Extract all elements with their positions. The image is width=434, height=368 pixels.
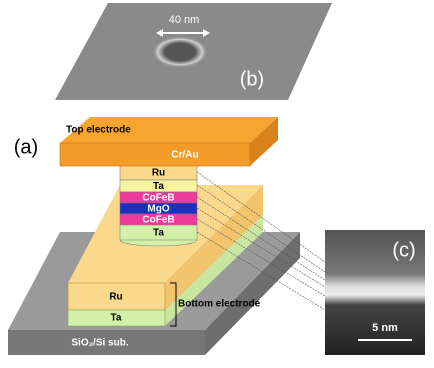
top-electrode-front bbox=[59, 142, 251, 167]
substrate-front bbox=[8, 330, 205, 355]
layer-label: Ta bbox=[111, 313, 122, 324]
bracket bbox=[170, 282, 177, 327]
panel-label: (c) bbox=[392, 239, 415, 261]
panel-label: (b) bbox=[240, 68, 264, 90]
bottom-electrode-label: Bottom electrode bbox=[178, 299, 261, 310]
pillar-layer bbox=[119, 224, 198, 241]
connector bbox=[196, 171, 326, 263]
layer-label: Ta bbox=[153, 181, 164, 192]
bottom-ta bbox=[67, 309, 166, 327]
connector bbox=[196, 196, 326, 281]
connector bbox=[196, 184, 326, 273]
layer-label: Ru bbox=[152, 168, 165, 179]
panel-label: (a) bbox=[14, 136, 38, 158]
layer-label: CoFeB bbox=[142, 193, 174, 204]
layer-label: Cr/Au bbox=[171, 150, 198, 161]
arrow-head bbox=[203, 29, 210, 37]
layer-label: CoFeB bbox=[142, 215, 174, 226]
scale-label: 5 nm bbox=[372, 322, 398, 334]
substrate-side bbox=[205, 232, 300, 355]
layer-label: Ta bbox=[153, 228, 164, 239]
connector bbox=[196, 207, 326, 288]
tem-image bbox=[325, 230, 425, 355]
top-electrode-side bbox=[250, 117, 278, 166]
sem-ring bbox=[152, 36, 208, 68]
bottom-electrode-side bbox=[165, 185, 263, 310]
top-electrode-label: Top electrode bbox=[66, 125, 131, 136]
arrow-head bbox=[156, 29, 163, 37]
connector bbox=[196, 231, 326, 311]
layer-label: MgO bbox=[147, 204, 169, 215]
bottom-ru bbox=[67, 282, 166, 311]
connector bbox=[196, 218, 326, 297]
top-electrode-top bbox=[60, 117, 278, 143]
substrate-label: SiO₂/Si sub. bbox=[71, 338, 128, 349]
layer-label: Ru bbox=[109, 292, 122, 303]
connectors bbox=[196, 171, 326, 311]
scale-label: 40 nm bbox=[169, 14, 200, 26]
bottom-electrode-side-ta bbox=[165, 215, 263, 326]
